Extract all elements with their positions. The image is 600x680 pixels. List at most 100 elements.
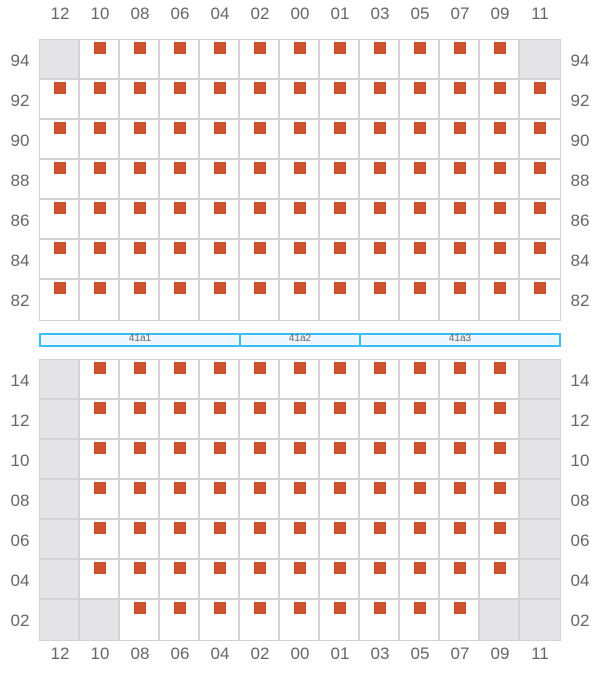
well-filled[interactable] bbox=[320, 80, 360, 120]
well-empty[interactable] bbox=[480, 600, 520, 640]
well-filled[interactable] bbox=[360, 600, 400, 640]
well-filled[interactable] bbox=[160, 280, 200, 320]
well-filled[interactable] bbox=[160, 560, 200, 600]
well-filled[interactable] bbox=[360, 80, 400, 120]
well-filled[interactable] bbox=[120, 520, 160, 560]
band-segment[interactable]: 41a3 bbox=[359, 333, 561, 347]
well-filled[interactable] bbox=[440, 600, 480, 640]
well-filled[interactable] bbox=[200, 480, 240, 520]
well-filled[interactable] bbox=[240, 240, 280, 280]
well-filled[interactable] bbox=[80, 120, 120, 160]
well-filled[interactable] bbox=[160, 240, 200, 280]
well-filled[interactable] bbox=[320, 40, 360, 80]
well-filled[interactable] bbox=[520, 120, 560, 160]
well-filled[interactable] bbox=[280, 440, 320, 480]
well-filled[interactable] bbox=[240, 600, 280, 640]
well-empty[interactable] bbox=[520, 400, 560, 440]
well-filled[interactable] bbox=[240, 400, 280, 440]
well-filled[interactable] bbox=[280, 520, 320, 560]
well-filled[interactable] bbox=[400, 480, 440, 520]
band-segment[interactable]: 41a1 bbox=[39, 333, 241, 347]
well-filled[interactable] bbox=[480, 440, 520, 480]
well-filled[interactable] bbox=[200, 80, 240, 120]
well-filled[interactable] bbox=[120, 160, 160, 200]
well-filled[interactable] bbox=[40, 160, 80, 200]
well-filled[interactable] bbox=[320, 440, 360, 480]
well-filled[interactable] bbox=[440, 560, 480, 600]
well-filled[interactable] bbox=[440, 360, 480, 400]
well-filled[interactable] bbox=[40, 80, 80, 120]
well-filled[interactable] bbox=[480, 200, 520, 240]
well-filled[interactable] bbox=[280, 280, 320, 320]
well-filled[interactable] bbox=[400, 80, 440, 120]
well-filled[interactable] bbox=[440, 400, 480, 440]
well-filled[interactable] bbox=[440, 200, 480, 240]
well-filled[interactable] bbox=[480, 480, 520, 520]
well-empty[interactable] bbox=[40, 480, 80, 520]
well-filled[interactable] bbox=[240, 120, 280, 160]
well-filled[interactable] bbox=[360, 240, 400, 280]
well-filled[interactable] bbox=[160, 520, 200, 560]
well-filled[interactable] bbox=[80, 520, 120, 560]
well-filled[interactable] bbox=[480, 240, 520, 280]
well-filled[interactable] bbox=[160, 40, 200, 80]
well-filled[interactable] bbox=[480, 280, 520, 320]
well-filled[interactable] bbox=[400, 40, 440, 80]
well-filled[interactable] bbox=[400, 560, 440, 600]
well-filled[interactable] bbox=[400, 520, 440, 560]
well-filled[interactable] bbox=[440, 520, 480, 560]
well-filled[interactable] bbox=[80, 80, 120, 120]
well-filled[interactable] bbox=[160, 600, 200, 640]
well-filled[interactable] bbox=[520, 160, 560, 200]
well-filled[interactable] bbox=[520, 280, 560, 320]
well-filled[interactable] bbox=[200, 560, 240, 600]
well-filled[interactable] bbox=[240, 560, 280, 600]
well-filled[interactable] bbox=[360, 560, 400, 600]
well-filled[interactable] bbox=[240, 440, 280, 480]
well-filled[interactable] bbox=[160, 400, 200, 440]
well-filled[interactable] bbox=[360, 440, 400, 480]
well-filled[interactable] bbox=[480, 360, 520, 400]
well-filled[interactable] bbox=[400, 600, 440, 640]
well-filled[interactable] bbox=[280, 240, 320, 280]
well-filled[interactable] bbox=[280, 360, 320, 400]
well-filled[interactable] bbox=[280, 40, 320, 80]
well-filled[interactable] bbox=[400, 440, 440, 480]
well-filled[interactable] bbox=[200, 360, 240, 400]
well-filled[interactable] bbox=[360, 400, 400, 440]
well-filled[interactable] bbox=[320, 560, 360, 600]
well-filled[interactable] bbox=[480, 560, 520, 600]
well-empty[interactable] bbox=[520, 480, 560, 520]
well-filled[interactable] bbox=[440, 120, 480, 160]
well-filled[interactable] bbox=[200, 440, 240, 480]
well-filled[interactable] bbox=[80, 480, 120, 520]
well-filled[interactable] bbox=[520, 200, 560, 240]
well-filled[interactable] bbox=[400, 280, 440, 320]
well-filled[interactable] bbox=[360, 520, 400, 560]
well-empty[interactable] bbox=[520, 600, 560, 640]
well-filled[interactable] bbox=[120, 240, 160, 280]
well-filled[interactable] bbox=[280, 600, 320, 640]
well-filled[interactable] bbox=[480, 40, 520, 80]
well-empty[interactable] bbox=[520, 360, 560, 400]
well-filled[interactable] bbox=[360, 360, 400, 400]
well-empty[interactable] bbox=[40, 600, 80, 640]
well-filled[interactable] bbox=[440, 40, 480, 80]
well-filled[interactable] bbox=[440, 480, 480, 520]
well-empty[interactable] bbox=[40, 560, 80, 600]
well-filled[interactable] bbox=[240, 360, 280, 400]
well-filled[interactable] bbox=[480, 520, 520, 560]
well-filled[interactable] bbox=[320, 240, 360, 280]
well-filled[interactable] bbox=[240, 200, 280, 240]
well-filled[interactable] bbox=[120, 200, 160, 240]
well-filled[interactable] bbox=[240, 160, 280, 200]
well-filled[interactable] bbox=[400, 160, 440, 200]
well-filled[interactable] bbox=[240, 40, 280, 80]
well-filled[interactable] bbox=[120, 480, 160, 520]
well-filled[interactable] bbox=[200, 120, 240, 160]
well-filled[interactable] bbox=[80, 200, 120, 240]
well-filled[interactable] bbox=[160, 480, 200, 520]
well-empty[interactable] bbox=[40, 440, 80, 480]
well-filled[interactable] bbox=[120, 400, 160, 440]
well-empty[interactable] bbox=[520, 40, 560, 80]
